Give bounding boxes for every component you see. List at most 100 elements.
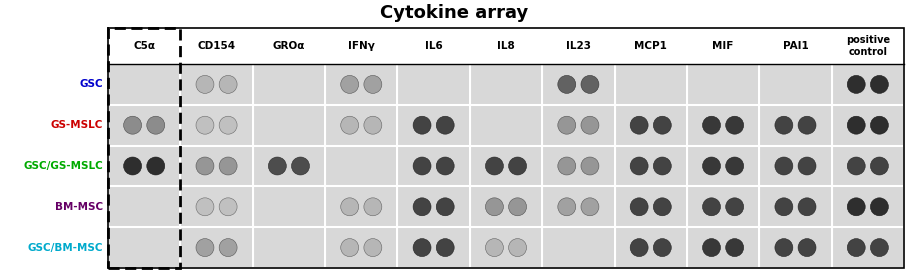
FancyBboxPatch shape: [253, 147, 324, 186]
Circle shape: [725, 157, 744, 175]
Circle shape: [558, 116, 576, 134]
FancyBboxPatch shape: [543, 147, 614, 186]
Circle shape: [703, 198, 720, 216]
Circle shape: [798, 239, 816, 256]
FancyBboxPatch shape: [833, 147, 903, 186]
FancyBboxPatch shape: [109, 187, 180, 226]
Circle shape: [775, 239, 793, 256]
FancyBboxPatch shape: [543, 65, 614, 104]
FancyBboxPatch shape: [760, 187, 831, 226]
FancyBboxPatch shape: [399, 106, 469, 145]
Circle shape: [654, 116, 671, 134]
FancyBboxPatch shape: [471, 187, 541, 226]
Circle shape: [798, 157, 816, 175]
Circle shape: [847, 157, 865, 175]
Circle shape: [508, 239, 527, 256]
FancyBboxPatch shape: [182, 65, 252, 104]
FancyBboxPatch shape: [543, 228, 614, 267]
FancyBboxPatch shape: [471, 228, 541, 267]
Text: MCP1: MCP1: [635, 41, 667, 51]
Circle shape: [630, 116, 648, 134]
Circle shape: [703, 116, 720, 134]
Circle shape: [558, 198, 576, 216]
Circle shape: [364, 116, 382, 134]
Circle shape: [413, 198, 431, 216]
FancyBboxPatch shape: [833, 65, 903, 104]
Circle shape: [703, 239, 720, 256]
Text: PAI1: PAI1: [783, 41, 808, 51]
Circle shape: [581, 157, 599, 175]
Circle shape: [725, 198, 744, 216]
FancyBboxPatch shape: [471, 106, 541, 145]
Circle shape: [871, 198, 888, 216]
Text: IL23: IL23: [566, 41, 591, 51]
FancyBboxPatch shape: [688, 147, 758, 186]
Circle shape: [147, 157, 164, 175]
Circle shape: [725, 239, 744, 256]
Circle shape: [775, 116, 793, 134]
Circle shape: [871, 157, 888, 175]
FancyBboxPatch shape: [688, 228, 758, 267]
FancyBboxPatch shape: [616, 147, 686, 186]
Circle shape: [196, 198, 214, 216]
Circle shape: [630, 239, 648, 256]
Circle shape: [436, 239, 454, 256]
FancyBboxPatch shape: [688, 106, 758, 145]
FancyBboxPatch shape: [109, 106, 180, 145]
Circle shape: [219, 239, 237, 256]
Text: MIF: MIF: [713, 41, 734, 51]
FancyBboxPatch shape: [182, 106, 252, 145]
Circle shape: [871, 116, 888, 134]
Circle shape: [581, 198, 599, 216]
Circle shape: [847, 239, 865, 256]
Circle shape: [196, 157, 214, 175]
FancyBboxPatch shape: [399, 187, 469, 226]
FancyBboxPatch shape: [253, 187, 324, 226]
Circle shape: [581, 116, 599, 134]
Circle shape: [196, 239, 214, 256]
Circle shape: [654, 239, 671, 256]
FancyBboxPatch shape: [833, 106, 903, 145]
Circle shape: [871, 75, 888, 93]
Text: GSC/BM-MSC: GSC/BM-MSC: [27, 243, 103, 253]
FancyBboxPatch shape: [688, 187, 758, 226]
Circle shape: [340, 198, 359, 216]
Text: CD154: CD154: [197, 41, 235, 51]
FancyBboxPatch shape: [471, 65, 541, 104]
FancyBboxPatch shape: [760, 228, 831, 267]
FancyBboxPatch shape: [833, 187, 903, 226]
FancyBboxPatch shape: [253, 65, 324, 104]
FancyBboxPatch shape: [471, 147, 541, 186]
Text: IFNγ: IFNγ: [348, 41, 375, 51]
Circle shape: [364, 239, 382, 256]
Circle shape: [871, 239, 888, 256]
Circle shape: [340, 239, 359, 256]
Circle shape: [219, 116, 237, 134]
Circle shape: [436, 157, 454, 175]
FancyBboxPatch shape: [109, 228, 180, 267]
Text: BM-MSC: BM-MSC: [54, 202, 103, 212]
FancyBboxPatch shape: [616, 106, 686, 145]
Circle shape: [847, 116, 865, 134]
FancyBboxPatch shape: [760, 147, 831, 186]
Text: positive
control: positive control: [845, 35, 890, 57]
Circle shape: [508, 157, 527, 175]
Text: IL8: IL8: [497, 41, 515, 51]
FancyBboxPatch shape: [399, 65, 469, 104]
Circle shape: [196, 75, 214, 93]
FancyBboxPatch shape: [326, 147, 397, 186]
Circle shape: [413, 239, 431, 256]
Circle shape: [123, 157, 142, 175]
FancyBboxPatch shape: [109, 65, 180, 104]
Circle shape: [847, 198, 865, 216]
FancyBboxPatch shape: [543, 106, 614, 145]
Circle shape: [630, 198, 648, 216]
Circle shape: [508, 198, 527, 216]
Circle shape: [123, 116, 142, 134]
Circle shape: [340, 116, 359, 134]
FancyBboxPatch shape: [760, 65, 831, 104]
Circle shape: [775, 198, 793, 216]
Circle shape: [798, 116, 816, 134]
FancyBboxPatch shape: [399, 228, 469, 267]
FancyBboxPatch shape: [109, 147, 180, 186]
